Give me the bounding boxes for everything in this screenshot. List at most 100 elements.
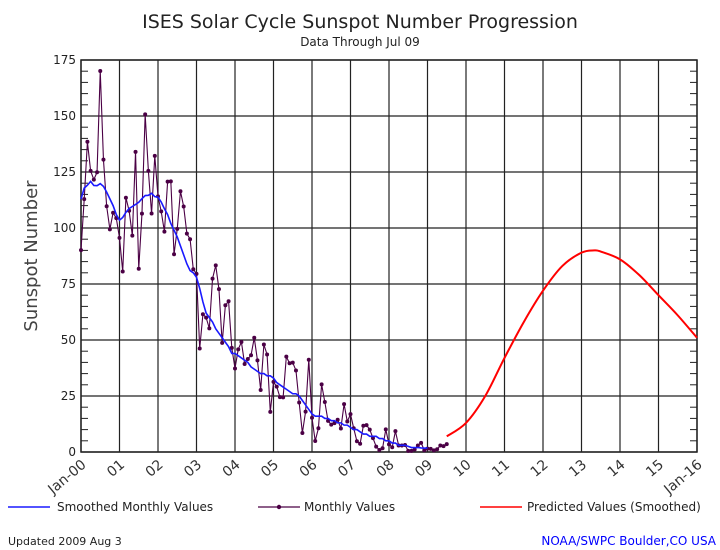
legend-monthly-label: Monthly Values [304,500,395,514]
monthly-value-point [216,287,221,292]
monthly-value-point [383,427,388,432]
monthly-value-point [239,340,244,345]
monthly-value-point [265,352,270,357]
y-tick-label: 25 [61,389,76,403]
monthly-value-point [162,229,167,234]
monthly-value-point [338,426,343,431]
monthly-value-point [348,412,353,417]
x-ticks: Jan-00 01 02 03 04 05 06 07 08 09 10 11 12 13 14 15Jan-… [44,457,705,499]
monthly-value-point [255,358,260,363]
legend: Smoothed Monthly Values Monthly Values P… [8,500,701,514]
monthly-value-point [387,442,391,447]
smoothed-monthly-values-line [80,180,428,449]
monthly-value-point [146,168,151,173]
monthly-value-point [233,366,237,371]
y-tick-label: 150 [53,109,76,123]
monthly-value-point [207,326,212,331]
monthly-value-point [165,179,170,184]
monthly-value-point [101,157,106,162]
monthly-value-point [297,400,302,405]
monthly-value-point [342,402,347,407]
monthly-value-point [143,112,148,117]
chart-subtitle: Data Through Jul 09 [300,35,420,49]
monthly-value-point [393,429,398,434]
monthly-value-point [310,415,314,420]
monthly-value-point [428,446,433,451]
monthly-value-point [245,357,250,362]
x-tick-label: 12 [528,457,552,481]
monthly-value-point [345,419,350,424]
x-tick-label: 04 [220,457,244,481]
y-axis-label: Sunspot Number [21,180,42,332]
monthly-value-point [293,368,298,373]
monthly-value-point [229,345,234,350]
y-tick-label: 75 [61,277,76,291]
source-credit: NOAA/SWPC Boulder,CO USA [541,534,716,548]
monthly-value-point [213,263,218,268]
monthly-value-point [175,226,180,231]
x-tick-label: Jan-00 [44,457,89,498]
x-tick-label: 06 [297,457,321,481]
monthly-value-point [374,444,379,449]
monthly-value-point [287,361,292,366]
monthly-value-point [220,340,225,345]
monthly-value-point [139,211,144,216]
monthly-value-point [191,267,196,272]
legend-predicted-label: Predicted Values (Smoothed) [527,500,701,514]
monthly-value-point [412,447,417,452]
monthly-value-point [252,335,257,340]
x-tick-label: 03 [181,457,205,481]
monthly-value-point [361,423,366,428]
y-tick-label: 50 [61,333,76,347]
monthly-value-point [277,395,282,400]
x-tick-label: 13 [566,457,590,481]
y-tick-label: 0 [68,445,76,459]
monthly-value-point [117,235,122,240]
monthly-value-point [435,447,440,452]
monthly-value-point [377,447,382,452]
monthly-value-point [438,443,443,448]
x-tick-label: Jan-16 [660,457,705,499]
monthly-value-point [242,361,247,366]
x-tick-label: 02 [143,457,167,481]
monthly-value-point [319,382,324,387]
monthly-value-point [104,204,109,209]
y-tick-label: 100 [53,221,76,235]
monthly-value-point [380,446,385,451]
monthly-value-point [322,400,327,405]
monthly-value-point [444,442,449,447]
monthly-value-point [422,448,427,453]
monthly-value-point [210,276,215,281]
monthly-value-point [178,189,183,194]
x-tick-label: 05 [258,457,282,481]
monthly-value-point [133,149,138,154]
monthly-value-point [390,445,395,450]
monthly-value-point [223,303,228,308]
monthly-value-point [284,354,289,359]
monthly-value-point [79,248,83,253]
x-tick-label: 07 [335,457,359,481]
x-tick-label: 14 [605,457,629,481]
monthly-value-point [258,387,263,392]
y-ticks: 0 25 50 75 100 125 150 175 [53,53,697,459]
monthly-value-point [271,379,276,384]
monthly-value-point [184,231,189,236]
monthly-value-point [406,448,411,453]
grid [80,59,698,453]
chart-title: ISES Solar Cycle Sunspot Number Progress… [142,11,578,33]
monthly-value-point [200,312,205,317]
monthly-value-point [107,227,112,232]
monthly-value-point [329,422,334,427]
monthly-value-point [431,448,436,453]
monthly-value-point [111,210,116,215]
monthly-value-point [419,440,424,445]
x-tick-label: 15 [643,457,667,481]
monthly-value-point [335,417,340,422]
monthly-value-point [290,360,295,365]
updated-date: Updated 2009 Aug 3 [8,535,122,548]
monthly-value-point [95,170,100,175]
monthly-value-point [415,443,420,448]
monthly-values-line [80,70,448,452]
